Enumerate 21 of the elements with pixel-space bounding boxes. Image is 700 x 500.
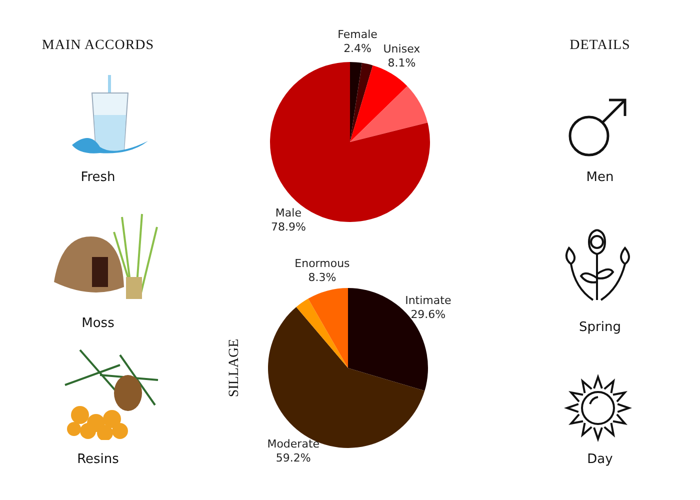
- text: SILLAGE: [227, 338, 243, 400]
- data-label: 8.3%: [308, 271, 336, 284]
- slice-label: Enormous: [294, 257, 350, 270]
- slice-label: Male: [275, 206, 302, 220]
- text: Men: [585, 170, 615, 185]
- data-label: 2.4%: [344, 42, 372, 56]
- data-label: 8.1%: [388, 56, 416, 70]
- text: MAIN ACCORDS: [40, 38, 156, 54]
- data-label: 29.6%: [410, 308, 446, 322]
- text: Resins: [76, 452, 120, 467]
- text: Fresh: [80, 170, 116, 185]
- data-label: 59.2%: [276, 452, 311, 465]
- slice-label: Moderate: [267, 438, 320, 451]
- text: Spring: [578, 320, 622, 335]
- slice-label: Intimate: [405, 294, 452, 308]
- slice-label: Female: [338, 28, 378, 42]
- text: Moss: [80, 316, 116, 331]
- text: DETAILS: [568, 38, 632, 54]
- text: Day: [586, 452, 614, 467]
- slice-label: Unisex: [383, 42, 421, 56]
- data-label: 78.9%: [270, 220, 306, 234]
